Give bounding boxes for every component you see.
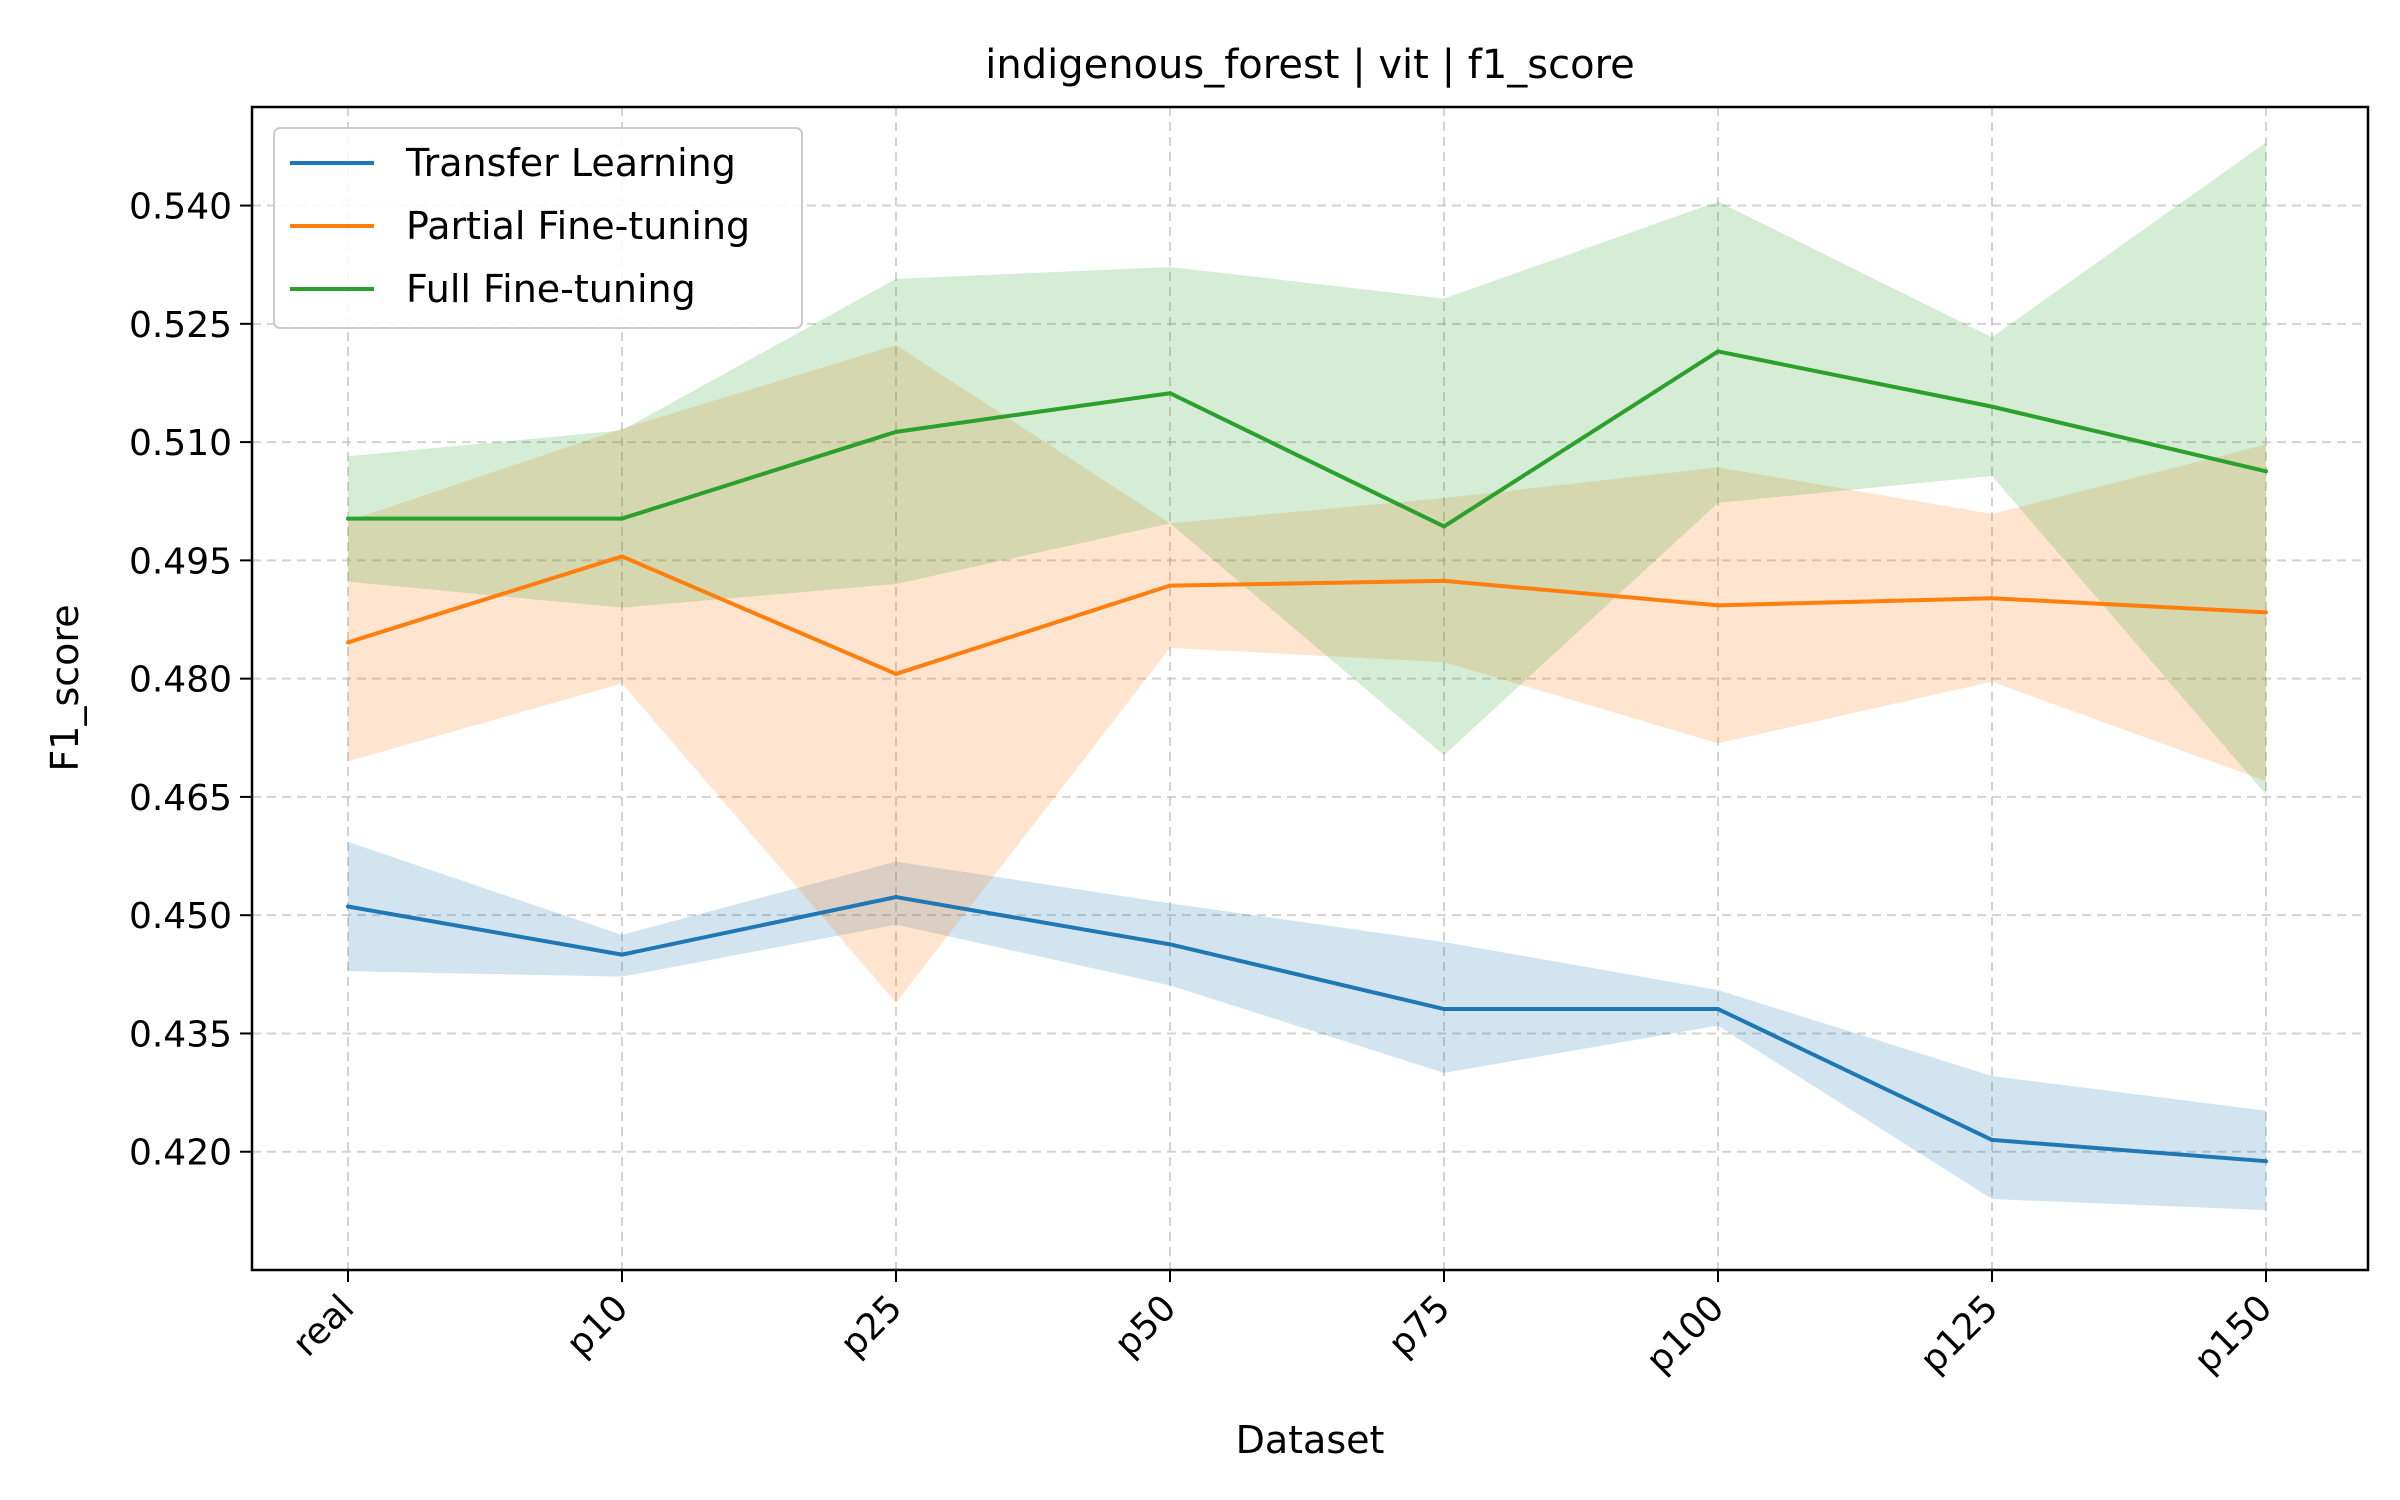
series-lines: [346, 349, 2268, 1164]
legend-label-partial-fine-tuning: Partial Fine-tuning: [406, 204, 750, 248]
transfer-learning-point: [1442, 1007, 1446, 1012]
transfer-learning-line: [347, 895, 2267, 1164]
partial-fine-tuning-point: [346, 640, 350, 645]
full-fine-tuning-point: [1168, 391, 1172, 396]
full-fine-tuning-point: [1716, 349, 1720, 354]
full-fine-tuning-point: [1442, 524, 1446, 529]
transfer-learning-point: [346, 904, 350, 909]
partial-fine-tuning-point: [1442, 578, 1446, 583]
y-tick-label: 0.450: [129, 896, 232, 937]
partial-fine-tuning-line: [347, 554, 2267, 676]
transfer-learning-point: [2264, 1159, 2268, 1164]
y-tick-label: 0.510: [129, 423, 232, 464]
y-axis-title: F1_score: [43, 604, 87, 771]
y-tick-label: 0.420: [129, 1133, 232, 1174]
full-fine-tuning-point: [346, 516, 350, 521]
transfer-learning-point: [1990, 1137, 1994, 1142]
legend-box: [273, 127, 803, 329]
legend: Transfer Learning Partial Fine-tuning Full…: [273, 127, 803, 329]
partial-fine-tuning-point: [2264, 610, 2268, 615]
partial-fine-tuning-point: [620, 554, 624, 559]
transfer-learning-point: [1168, 942, 1172, 947]
full-fine-tuning-point: [894, 429, 898, 434]
y-tick-label: 0.495: [129, 541, 232, 582]
y-tick-label: 0.480: [129, 660, 232, 701]
full-fine-tuning-point: [1990, 404, 1994, 409]
y-tick-label: 0.435: [129, 1014, 232, 1055]
partial-fine-tuning-point: [1168, 583, 1172, 588]
y-tick-label: 0.540: [129, 187, 232, 228]
legend-label-full-fine-tuning: Full Fine-tuning: [406, 267, 696, 311]
y-axis-ticks: 0.420 0.435 0.450 0.465 0.480 0.495 0.510 0.525…: [129, 187, 252, 1174]
full-fine-tuning-point: [2264, 469, 2268, 474]
transfer-learning-band: [348, 841, 2266, 1211]
full-fine-tuning-line: [348, 349, 2267, 529]
confidence-bands: [348, 142, 2266, 1211]
transfer-learning-point: [1716, 1007, 1720, 1012]
partial-fine-tuning-band: [348, 345, 2266, 1003]
x-axis-title: Dataset: [1236, 1418, 1385, 1462]
partial-fine-tuning-point: [1716, 603, 1720, 608]
chart-title: indigenous_forest | vit | f1_score: [985, 42, 1635, 88]
full-fine-tuning-point: [620, 516, 624, 521]
transfer-learning-point: [620, 952, 624, 957]
partial-fine-tuning-point: [1990, 596, 1994, 601]
legend-label-transfer-learning: Transfer Learning: [405, 141, 736, 185]
plot-area-frame: [250, 105, 2370, 1272]
full-fine-tuning-band: [348, 142, 2266, 795]
y-tick-label: 0.525: [129, 305, 232, 346]
transfer-learning-point: [894, 895, 898, 900]
y-tick-label: 0.465: [129, 778, 232, 819]
partial-fine-tuning-point: [894, 671, 898, 676]
